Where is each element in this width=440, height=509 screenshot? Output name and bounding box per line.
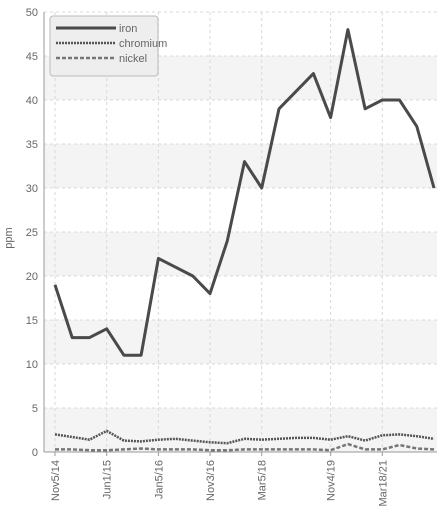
series-line-iron	[53, 28, 436, 357]
series-line-nickel	[55, 442, 435, 452]
legend-label-chromium: chromium	[119, 38, 167, 50]
legend: iron chromium nickel	[49, 15, 167, 77]
y-tick-label: 15	[26, 315, 38, 327]
series-lines	[53, 28, 436, 452]
y-tick-label: 50	[26, 7, 38, 19]
y-tick-label: 0	[32, 447, 38, 459]
x-tick-label: Nov4/19	[326, 460, 338, 501]
legend-label-nickel: nickel	[119, 53, 147, 65]
background-bands	[44, 56, 437, 452]
series-line-chromium	[54, 429, 435, 445]
y-tick-label: 5	[32, 403, 38, 415]
x-tick-label: Jan5/16	[153, 460, 165, 499]
y-tick-label: 10	[26, 359, 38, 371]
y-tick-label: 45	[26, 51, 38, 63]
x-tick-label: Mar5/18	[257, 460, 269, 500]
y-tick-label: 35	[26, 139, 38, 151]
y-tick-labels: 0 5 10 15 20 25 30 35 40 45 50	[26, 7, 38, 459]
y-tick-label: 40	[26, 95, 38, 107]
grid-band	[44, 320, 437, 364]
x-tick-labels: Nov5/14 Jun1/15 Jan5/16 Nov3/16 Mar5/18 Nov4/…	[50, 460, 389, 506]
y-axis-label: ppm	[3, 227, 15, 248]
legend-box	[49, 15, 159, 77]
y-tick-label: 25	[26, 227, 38, 239]
grid-lines	[44, 11, 437, 456]
grid-band	[44, 408, 437, 452]
grid-band	[44, 232, 437, 276]
y-tick-label: 20	[26, 271, 38, 283]
y-tick-label: 30	[26, 183, 38, 195]
x-tick-label: Nov5/14	[50, 460, 62, 501]
x-tick-label: Nov3/16	[205, 460, 217, 501]
x-tick-label: Jun1/15	[102, 460, 114, 499]
axes	[43, 12, 437, 453]
x-tick-label: Mar18/21	[377, 460, 389, 506]
legend-label-iron: iron	[119, 23, 137, 35]
